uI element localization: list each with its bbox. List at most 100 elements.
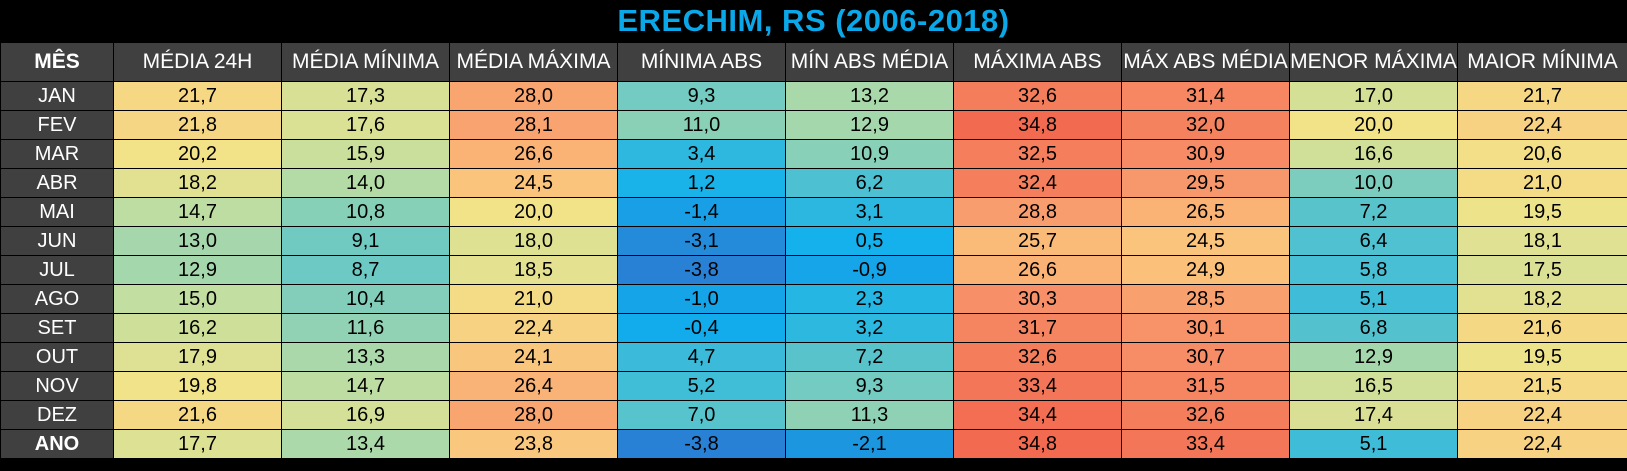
value-cell: 12,9 <box>113 255 282 285</box>
row-label: MAI <box>0 197 114 227</box>
value-cell: 17,7 <box>113 429 282 459</box>
value-cell: 20,6 <box>1457 139 1627 169</box>
value-cell: 21,6 <box>1457 313 1627 343</box>
value-cell: 14,7 <box>113 197 282 227</box>
value-cell: -1,4 <box>617 197 786 227</box>
month-row: OUT 17,9 13,3 24,1 4,7 7,2 32,6 30,7 12,9 19,5 <box>0 342 1627 372</box>
value-cell: 31,7 <box>953 313 1122 343</box>
row-label: JAN <box>0 81 114 111</box>
value-cell: 26,6 <box>953 255 1122 285</box>
value-cell: 24,9 <box>1121 255 1290 285</box>
value-cell: 20,2 <box>113 139 282 169</box>
value-cell: 31,5 <box>1121 371 1290 401</box>
value-cell: -3,8 <box>617 429 786 459</box>
value-cell: 6,4 <box>1289 226 1458 256</box>
column-header: MÍN ABS MÉDIA <box>785 42 954 82</box>
value-cell: -2,1 <box>785 429 954 459</box>
value-cell: 18,0 <box>449 226 618 256</box>
row-label: ABR <box>0 168 114 198</box>
value-cell: 33,4 <box>1121 429 1290 459</box>
value-cell: 34,8 <box>953 429 1122 459</box>
month-row: NOV 19,8 14,7 26,4 5,2 9,3 33,4 31,5 16,5 21,5 <box>0 371 1627 401</box>
month-row: AGO 15,0 10,4 21,0 -1,0 2,3 30,3 28,5 5,1 18,2 <box>0 284 1627 314</box>
value-cell: 26,4 <box>449 371 618 401</box>
row-label: FEV <box>0 110 114 140</box>
value-cell: 25,7 <box>953 226 1122 256</box>
annual-row: ANO 17,7 13,4 23,8 -3,8 -2,1 34,8 33,4 5,1 22,4 <box>0 429 1627 459</box>
value-cell: 33,4 <box>953 371 1122 401</box>
column-header: MÉDIA 24H <box>113 42 282 82</box>
value-cell: 31,4 <box>1121 81 1290 111</box>
value-cell: 28,5 <box>1121 284 1290 314</box>
column-header: MÉDIA MÍNIMA <box>281 42 450 82</box>
month-row: JUL 12,9 8,7 18,5 -3,8 -0,9 26,6 24,9 5,8 17,5 <box>0 255 1627 285</box>
column-header: MÁXIMA ABS <box>953 42 1122 82</box>
value-cell: 28,0 <box>449 400 618 430</box>
value-cell: 17,0 <box>1289 81 1458 111</box>
value-cell: 32,4 <box>953 168 1122 198</box>
value-cell: 19,5 <box>1457 197 1627 227</box>
value-cell: 19,5 <box>1457 342 1627 372</box>
month-row: DEZ 21,6 16,9 28,0 7,0 11,3 34,4 32,6 17,4 22,4 <box>0 400 1627 430</box>
value-cell: 1,2 <box>617 168 786 198</box>
value-cell: 10,4 <box>281 284 450 314</box>
value-cell: 13,0 <box>113 226 282 256</box>
value-cell: 17,5 <box>1457 255 1627 285</box>
value-cell: 18,2 <box>113 168 282 198</box>
value-cell: 10,0 <box>1289 168 1458 198</box>
value-cell: 5,1 <box>1289 284 1458 314</box>
value-cell: 34,4 <box>953 400 1122 430</box>
month-row: JAN 21,7 17,3 28,0 9,3 13,2 32,6 31,4 17,0 21,7 <box>0 81 1627 111</box>
value-cell: 21,7 <box>1457 81 1627 111</box>
value-cell: 21,0 <box>449 284 618 314</box>
value-cell: 29,5 <box>1121 168 1290 198</box>
value-cell: 21,5 <box>1457 371 1627 401</box>
value-cell: 5,8 <box>1289 255 1458 285</box>
month-row: MAR 20,2 15,9 26,6 3,4 10,9 32,5 30,9 16,6 20,6 <box>0 139 1627 169</box>
value-cell: 10,8 <box>281 197 450 227</box>
value-cell: 13,2 <box>785 81 954 111</box>
row-label: MAR <box>0 139 114 169</box>
value-cell: 5,1 <box>1289 429 1458 459</box>
value-cell: 16,2 <box>113 313 282 343</box>
value-cell: -3,8 <box>617 255 786 285</box>
month-row: JUN 13,0 9,1 18,0 -3,1 0,5 25,7 24,5 6,4 18,1 <box>0 226 1627 256</box>
value-cell: 3,1 <box>785 197 954 227</box>
value-cell: 34,8 <box>953 110 1122 140</box>
value-cell: 24,1 <box>449 342 618 372</box>
row-label: DEZ <box>0 400 114 430</box>
value-cell: 17,6 <box>281 110 450 140</box>
column-header: MÉDIA MÁXIMA <box>449 42 618 82</box>
value-cell: 32,6 <box>1121 400 1290 430</box>
value-cell: -1,0 <box>617 284 786 314</box>
value-cell: 8,7 <box>281 255 450 285</box>
table-body: JAN 21,7 17,3 28,0 9,3 13,2 32,6 31,4 17,0 21,7 FE… <box>0 81 1627 459</box>
value-cell: 17,3 <box>281 81 450 111</box>
value-cell: 3,2 <box>785 313 954 343</box>
value-cell: 7,2 <box>785 342 954 372</box>
value-cell: 21,0 <box>1457 168 1627 198</box>
value-cell: 21,8 <box>113 110 282 140</box>
value-cell: 11,0 <box>617 110 786 140</box>
value-cell: 18,2 <box>1457 284 1627 314</box>
value-cell: 9,1 <box>281 226 450 256</box>
value-cell: 13,4 <box>281 429 450 459</box>
value-cell: -0,4 <box>617 313 786 343</box>
value-cell: 11,3 <box>785 400 954 430</box>
value-cell: 14,7 <box>281 371 450 401</box>
header-row: MÊS MÉDIA 24H MÉDIA MÍNIMA MÉDIA MÁXIMA MÍNI… <box>0 42 1627 82</box>
value-cell: 30,1 <box>1121 313 1290 343</box>
value-cell: 12,9 <box>785 110 954 140</box>
table-title: ERECHIM, RS (2006-2018) <box>617 3 1010 38</box>
value-cell: 21,7 <box>113 81 282 111</box>
row-label: ANO <box>0 429 114 459</box>
value-cell: 16,9 <box>281 400 450 430</box>
value-cell: 2,3 <box>785 284 954 314</box>
value-cell: 18,1 <box>1457 226 1627 256</box>
row-label: JUN <box>0 226 114 256</box>
value-cell: 24,5 <box>1121 226 1290 256</box>
value-cell: 17,4 <box>1289 400 1458 430</box>
row-label: AGO <box>0 284 114 314</box>
column-header: MAIOR MÍNIMA <box>1457 42 1627 82</box>
